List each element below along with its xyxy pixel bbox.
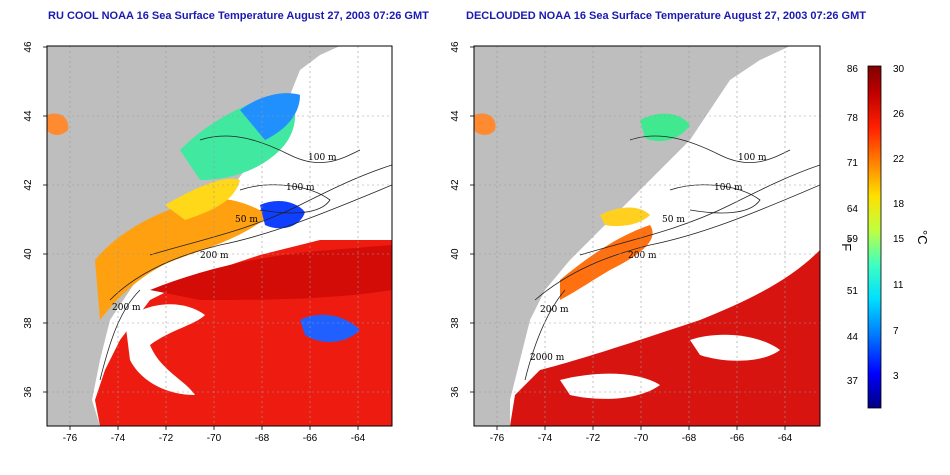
y-tick-label: 38 — [23, 317, 34, 329]
cloud-hole-3 — [640, 288, 720, 310]
fahrenheit-tick-label: 71 — [847, 158, 859, 169]
celsius-tick-label: 22 — [893, 154, 905, 165]
y-tick-label: 42 — [23, 179, 34, 191]
left-frame — [46, 45, 393, 427]
x-tick-label: -76 — [490, 433, 505, 444]
x-tick-label: -68 — [682, 433, 697, 444]
fahrenheit-unit-label: °F — [839, 238, 854, 251]
x-tick-label: -70 — [207, 433, 222, 444]
celsius-tick-label: 15 — [893, 234, 905, 245]
celsius-unit-label: °C — [915, 230, 930, 245]
right-panel-title: DECLOUDED NOAA 16 Sea Surface Temperatur… — [466, 10, 866, 22]
x-tick-label: -66 — [303, 433, 318, 444]
colorbar-celsius-ticks: 30 26 22 18 15 11 7 3 — [893, 64, 905, 382]
fahrenheit-tick-label: 37 — [847, 376, 859, 387]
celsius-tick-label: 3 — [893, 371, 899, 382]
contour-label-200m-a-right: 200 m — [628, 251, 657, 261]
right-x-axis: -76 -74 -72 -70 -68 -66 -64 — [490, 426, 793, 444]
right-y-axis: 46 44 42 40 38 36 — [450, 41, 474, 398]
left-map-panel: 100 m 100 m 50 m 200 m 200 m -76 -74 -72 -7… — [23, 41, 393, 444]
x-tick-label: -74 — [538, 433, 553, 444]
contour-label-100m-b-right: 100 m — [714, 183, 743, 193]
colorbar-fahrenheit-ticks: 86 78 71 64 59 51 44 37 — [847, 64, 859, 387]
y-tick-label: 46 — [23, 41, 34, 53]
contour-label-100m-b: 100 m — [286, 183, 315, 193]
y-tick-label: 40 — [23, 248, 34, 260]
cloud-hole-2 — [690, 334, 780, 361]
warm-lake-patch-right — [474, 113, 496, 135]
bathymetry-contours-right — [524, 135, 820, 381]
cold-coastal-water — [240, 93, 300, 140]
fahrenheit-tick-label: 64 — [847, 204, 859, 215]
y-tick-label: 40 — [450, 248, 461, 260]
fahrenheit-tick-label: 86 — [847, 64, 859, 75]
contour-label-200m-b: 200 m — [112, 303, 141, 313]
y-tick-label: 44 — [450, 110, 461, 122]
gulf-of-maine-cool-right — [640, 113, 690, 142]
y-tick-label: 44 — [23, 110, 34, 122]
right-frame — [473, 45, 821, 427]
contour-label-200m-a: 200 m — [200, 251, 229, 261]
colorbar-gradient — [867, 65, 882, 409]
celsius-tick-label: 30 — [893, 64, 905, 75]
x-tick-label: -72 — [586, 433, 601, 444]
left-panel-title: RU COOL NOAA 16 Sea Surface Temperature … — [48, 10, 429, 22]
left-x-axis: -76 -74 -72 -70 -68 -66 -64 — [63, 426, 366, 444]
warm-water-core — [150, 245, 392, 300]
shelf-water-yellow — [165, 178, 240, 220]
right-grid — [474, 46, 820, 426]
y-tick-label: 42 — [450, 179, 461, 191]
x-tick-label: -74 — [111, 433, 126, 444]
right-map-panel: 100 m 100 m 50 m 200 m 200 m 2000 m -76-… — [450, 41, 821, 444]
left-grid — [47, 46, 392, 426]
fahrenheit-tick-label: 59 — [847, 234, 859, 245]
y-tick-label: 36 — [23, 386, 34, 398]
celsius-tick-label: 26 — [893, 109, 905, 120]
contour-label-50m: 50 m — [235, 215, 258, 225]
x-tick-label: -68 — [255, 433, 270, 444]
fahrenheit-tick-label: 44 — [847, 332, 859, 343]
celsius-tick-label: 11 — [893, 280, 904, 291]
x-tick-label: -72 — [159, 433, 174, 444]
celsius-tick-label: 18 — [893, 199, 905, 210]
x-tick-label: -64 — [351, 433, 366, 444]
x-tick-label: -66 — [730, 433, 745, 444]
left-y-axis: 46 44 42 40 38 36 — [23, 41, 47, 398]
x-tick-label: -76 — [63, 433, 78, 444]
celsius-tick-label: 7 — [893, 326, 899, 337]
colorbar: 86 78 71 64 59 51 44 37 30 26 22 18 15 11 7 3 °F °C — [839, 64, 930, 409]
shelf-water-yellow-right — [600, 207, 650, 227]
fahrenheit-tick-label: 51 — [847, 286, 859, 297]
contour-label-50m-right: 50 m — [662, 215, 685, 225]
fahrenheit-tick-label: 78 — [847, 113, 859, 124]
cold-patch-offshore — [300, 314, 360, 342]
contour-label-200m-b-right: 200 m — [540, 305, 569, 315]
warm-lake-patch — [47, 113, 69, 135]
y-tick-label: 38 — [450, 317, 461, 329]
cloud-hole-1 — [560, 373, 660, 399]
cloud-swirl — [125, 304, 205, 395]
shelf-water-orange-right — [560, 225, 653, 300]
shelf-water-orange — [95, 198, 270, 320]
contour-label-100m-a-right: 100 m — [738, 153, 767, 163]
contour-label-2000m-right: 2000 m — [530, 353, 565, 363]
y-tick-label: 46 — [450, 41, 461, 53]
contour-label-100m-a: 100 m — [308, 153, 337, 163]
x-tick-label: -70 — [634, 433, 649, 444]
y-tick-label: 36 — [450, 386, 461, 398]
x-tick-label: -64 — [778, 433, 793, 444]
